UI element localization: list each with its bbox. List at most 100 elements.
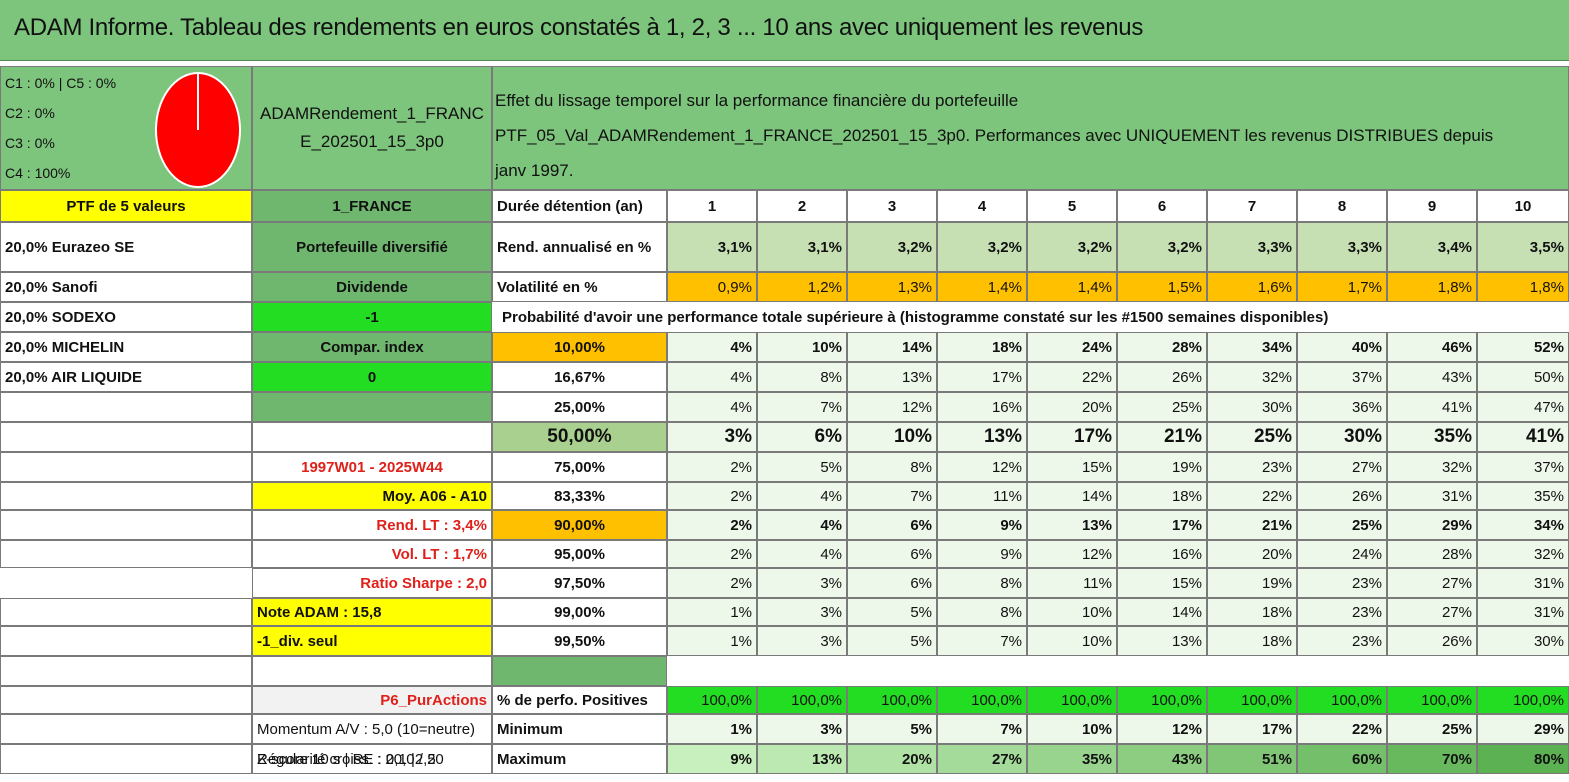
- prob-value: 11%: [937, 482, 1027, 510]
- vol-label: Volatilité en %: [492, 272, 667, 302]
- vol-value: 1,8%: [1477, 272, 1569, 302]
- dividend-label: Dividende: [252, 272, 492, 302]
- prob-threshold: 99,00%: [492, 598, 667, 626]
- prob-value: 46%: [1387, 332, 1477, 362]
- prob-value: 43%: [1387, 362, 1477, 392]
- rend-value: 3,5%: [1477, 222, 1569, 272]
- prob-value: 4%: [757, 540, 847, 568]
- empty-cell: [252, 656, 492, 686]
- prob-value: 28%: [1117, 332, 1207, 362]
- min-label: Minimum: [492, 714, 667, 744]
- prob-value: 32%: [1477, 540, 1569, 568]
- vol-value: 1,3%: [847, 272, 937, 302]
- max-value: 35%: [1027, 744, 1117, 774]
- compar-index: Compar. index: [252, 332, 492, 362]
- max-value: 80%: [1477, 744, 1569, 774]
- rend-value: 3,3%: [1297, 222, 1387, 272]
- momentum-label: Momentum A/V : 5,0 (10=neutre): [252, 714, 492, 744]
- prob-value: 50%: [1477, 362, 1569, 392]
- min-value: 17%: [1207, 714, 1297, 744]
- prob-value: 34%: [1477, 510, 1569, 540]
- prob-value: 32%: [1387, 452, 1477, 482]
- legend-c2: C2 : 0%: [5, 105, 55, 121]
- prob-value: 17%: [1027, 422, 1117, 452]
- rend-lt: Rend. LT : 3,4%: [252, 510, 492, 540]
- prob-value: 25%: [1207, 422, 1297, 452]
- prob-value: 24%: [1027, 332, 1117, 362]
- prob-value: 25%: [1117, 392, 1207, 422]
- empty-green: [252, 392, 492, 422]
- prob-value: 1%: [667, 626, 757, 656]
- prob-value: 5%: [847, 598, 937, 626]
- empty-cell: [0, 686, 252, 714]
- prob-threshold: 10,00%: [492, 332, 667, 362]
- min-value: 12%: [1117, 714, 1207, 744]
- prob-value: 20%: [1207, 540, 1297, 568]
- max-label: Maximum: [492, 744, 667, 774]
- empty-cell: [0, 598, 252, 626]
- holding-item: 20,0% MICHELIN: [0, 332, 252, 362]
- vol-value: 1,8%: [1387, 272, 1477, 302]
- year-header: 1: [667, 190, 757, 222]
- sharpe-ratio: Ratio Sharpe : 2,0: [252, 568, 492, 598]
- p6-label: P6_PurActions: [252, 686, 492, 714]
- prob-value: 1%: [667, 598, 757, 626]
- vol-value: 1,2%: [757, 272, 847, 302]
- min-value: 5%: [847, 714, 937, 744]
- prob-value: 13%: [937, 422, 1027, 452]
- year-header: 3: [847, 190, 937, 222]
- prob-value: 19%: [1207, 568, 1297, 598]
- prob-value: 7%: [847, 482, 937, 510]
- min-value: 3%: [757, 714, 847, 744]
- prob-value: 10%: [1027, 626, 1117, 656]
- prob-value: 27%: [1297, 452, 1387, 482]
- prob-value: 25%: [1297, 510, 1387, 540]
- year-header: 8: [1297, 190, 1387, 222]
- empty-cell: [0, 422, 252, 452]
- prob-value: 10%: [757, 332, 847, 362]
- prob-value: 7%: [757, 392, 847, 422]
- prob-value: 2%: [667, 482, 757, 510]
- prob-value: 6%: [847, 540, 937, 568]
- description-line-3: janv 1997.: [495, 161, 574, 180]
- legend-c4: C4 : 100%: [5, 165, 71, 181]
- prob-value: 12%: [937, 452, 1027, 482]
- adam-note: Note ADAM : 15,8: [252, 598, 492, 626]
- prob-value: 17%: [1117, 510, 1207, 540]
- pos-value: 100,0%: [1297, 686, 1387, 714]
- max-value: 43%: [1117, 744, 1207, 774]
- pos-value: 100,0%: [1207, 686, 1297, 714]
- prob-value: 27%: [1387, 568, 1477, 598]
- max-value: 27%: [937, 744, 1027, 774]
- prob-value: 31%: [1477, 568, 1569, 598]
- report-title: ADAM Informe. Tableau des rendements en …: [14, 14, 1144, 41]
- empty-cell: [0, 510, 252, 540]
- portfolio-type: Portefeuille diversifié: [252, 222, 492, 272]
- prob-value: 9%: [937, 510, 1027, 540]
- max-value: 70%: [1387, 744, 1477, 774]
- empty-cell: [0, 540, 252, 568]
- prob-value: 6%: [757, 422, 847, 452]
- prob-value: 8%: [937, 568, 1027, 598]
- prob-value: 2%: [667, 510, 757, 540]
- prob-value: 16%: [937, 392, 1027, 422]
- min-value: 29%: [1477, 714, 1569, 744]
- prob-value: 10%: [1027, 598, 1117, 626]
- prob-value: 14%: [1117, 598, 1207, 626]
- div-seul: -1_div. seul: [252, 626, 492, 656]
- rend-value: 3,4%: [1387, 222, 1477, 272]
- prob-value: 17%: [937, 362, 1027, 392]
- model-title: ADAMRendement_1_FRANCE_202501_15_3p0: [260, 104, 484, 151]
- prob-value: 6%: [847, 568, 937, 598]
- holding-item: 20,0% Sanofi: [0, 272, 252, 302]
- rend-value: 3,3%: [1207, 222, 1297, 272]
- prob-value: 23%: [1207, 452, 1297, 482]
- prob-value: 15%: [1117, 568, 1207, 598]
- prob-value: 9%: [937, 540, 1027, 568]
- prob-value: 4%: [757, 482, 847, 510]
- prob-value: 2%: [667, 568, 757, 598]
- model-title-panel: ADAMRendement_1_FRANCE_202501_15_3p0: [252, 66, 492, 190]
- rend-label: Rend. annualisé en %: [492, 222, 667, 272]
- prob-value: 31%: [1387, 482, 1477, 510]
- vol-value: 0,9%: [667, 272, 757, 302]
